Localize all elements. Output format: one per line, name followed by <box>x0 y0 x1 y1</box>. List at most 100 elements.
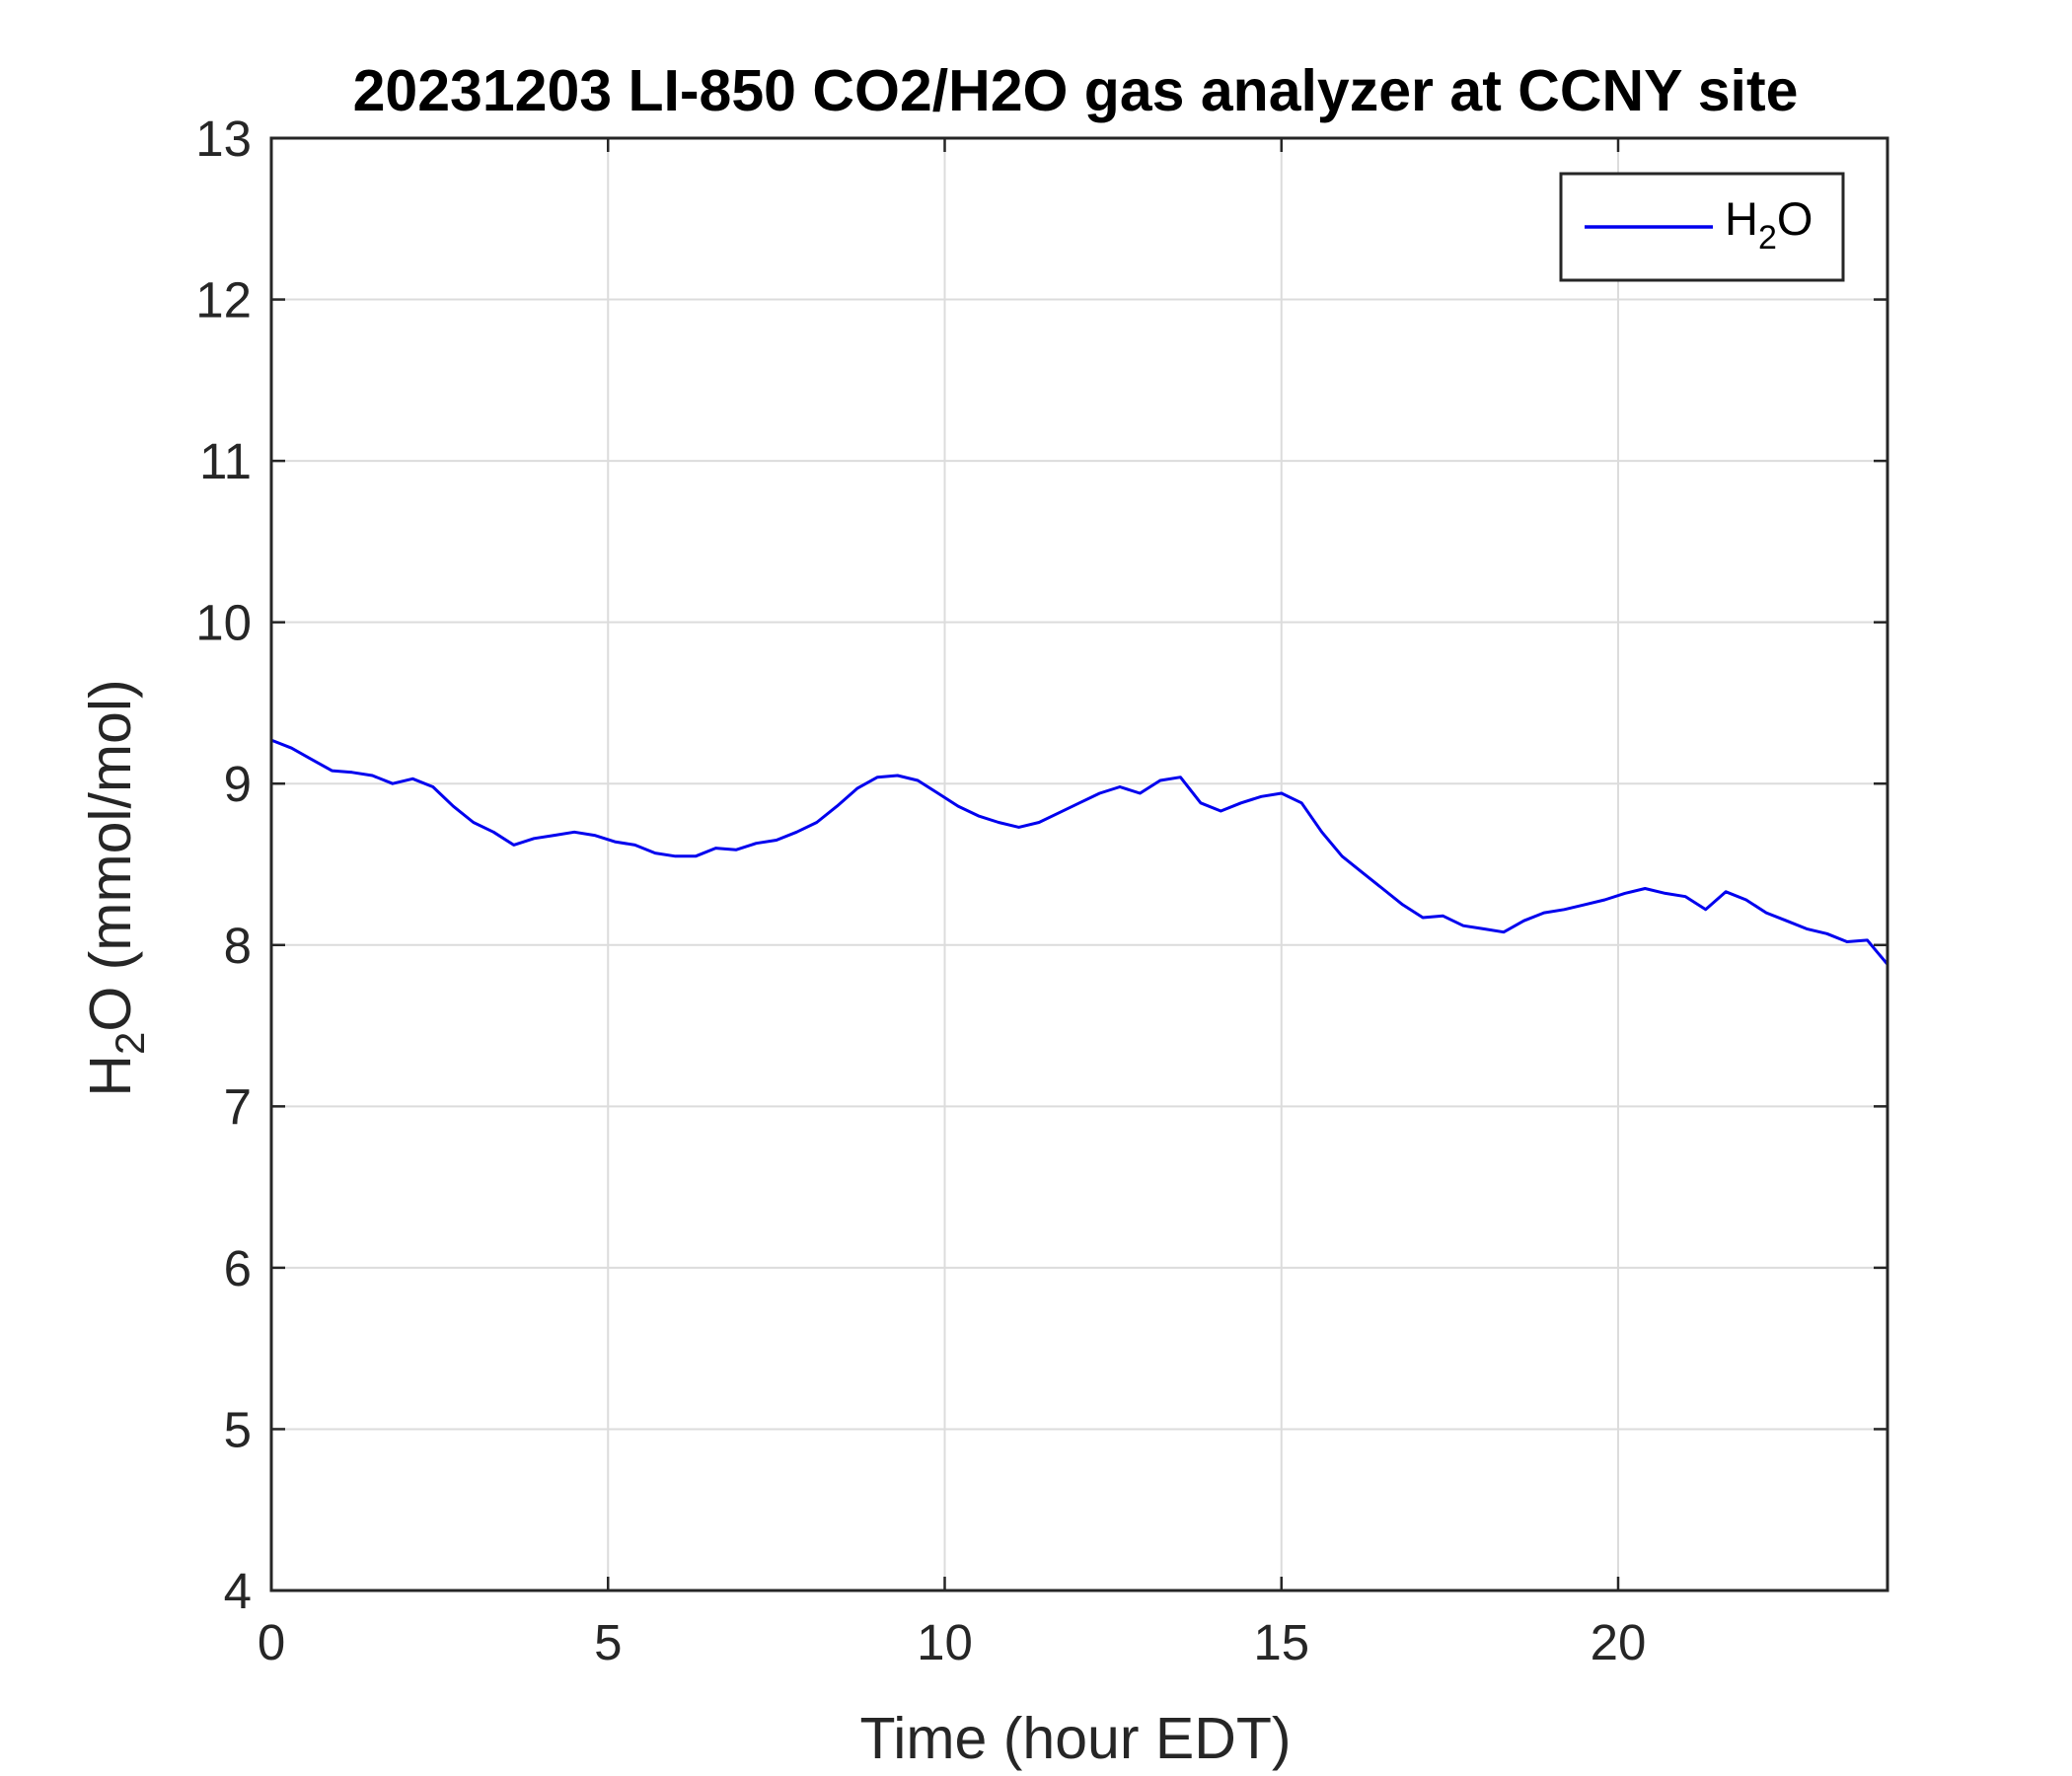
data-point-h2o <box>553 834 555 837</box>
data-point-h2o <box>512 844 515 847</box>
data-point-h2o <box>1461 925 1465 927</box>
data-point-h2o <box>1704 908 1707 911</box>
y-tick-label: 9 <box>224 756 252 812</box>
plot-frame <box>269 136 1889 1592</box>
data-point-h2o <box>431 785 434 788</box>
data-point-h2o <box>1179 776 1182 778</box>
data-point-h2o <box>1239 801 1243 804</box>
data-point-h2o <box>1260 795 1263 798</box>
data-point-h2o <box>1684 895 1687 898</box>
data-point-h2o <box>1866 938 1869 942</box>
data-point-h2o <box>876 776 879 778</box>
data-point-h2o <box>855 786 858 790</box>
data-point-h2o <box>1522 920 1525 923</box>
x-tick-label: 15 <box>1253 1614 1309 1670</box>
x-tick-label: 5 <box>594 1614 622 1670</box>
data-point-h2o <box>734 849 738 851</box>
data-point-h2o <box>1563 908 1566 911</box>
data-point-h2o <box>593 834 596 837</box>
data-point-h2o <box>956 804 960 808</box>
data-point-h2o <box>1220 809 1222 813</box>
data-point-h2o <box>310 758 314 761</box>
data-point-h2o <box>1380 887 1384 890</box>
data-point-h2o <box>1401 903 1404 907</box>
x-tick-label: 0 <box>258 1614 285 1670</box>
legend: H2O <box>1559 172 1845 282</box>
data-point-h2o <box>896 774 899 777</box>
data-point-h2o <box>674 854 677 857</box>
data-point-h2o <box>1421 916 1425 920</box>
data-point-h2o <box>1664 892 1667 895</box>
series-layer <box>269 738 1889 966</box>
data-point-h2o <box>836 804 839 808</box>
y-axis-label-sub: 2 <box>107 1032 153 1055</box>
data-point-h2o <box>694 854 698 857</box>
data-point-h2o <box>997 821 1000 824</box>
data-point-h2o <box>452 804 455 808</box>
data-point-h2o <box>1280 791 1284 795</box>
data-point-h2o <box>391 782 395 785</box>
data-point-h2o <box>1118 785 1122 788</box>
data-point-h2o <box>1361 871 1364 874</box>
data-point-h2o <box>613 840 617 844</box>
data-point-h2o <box>572 831 576 834</box>
y-tick-label: 7 <box>224 1078 252 1135</box>
y-tick-label: 4 <box>224 1563 252 1619</box>
data-point-h2o <box>533 837 536 840</box>
legend-label: H2O <box>1725 192 1813 257</box>
y-axis-label-base: H <box>78 1055 143 1097</box>
data-point-h2o <box>775 839 778 842</box>
data-point-h2o <box>815 821 818 824</box>
y-tick-label: 6 <box>224 1240 252 1296</box>
data-point-h2o <box>1341 854 1344 857</box>
y-tick-label: 11 <box>199 433 252 489</box>
data-point-h2o <box>977 814 980 818</box>
x-axis-label: Time (hour EDT) <box>859 1706 1291 1771</box>
data-point-h2o <box>1502 930 1506 933</box>
data-point-h2o <box>1623 892 1627 895</box>
y-axis-label-rest: O (mmol/mol) <box>78 679 143 1031</box>
data-point-h2o <box>1845 940 1849 943</box>
data-point-h2o <box>1442 915 1444 918</box>
data-point-h2o <box>1058 811 1061 814</box>
data-point-h2o <box>653 851 657 854</box>
data-point-h2o <box>755 842 758 845</box>
legend-label-sub: 2 <box>1758 219 1777 257</box>
data-point-h2o <box>936 791 939 795</box>
data-point-h2o <box>1583 903 1587 907</box>
data-point-h2o <box>795 831 798 834</box>
data-point-h2o <box>1199 801 1203 804</box>
data-point-h2o <box>917 778 920 782</box>
x-tick-label: 20 <box>1591 1614 1647 1670</box>
data-point-h2o <box>633 844 636 847</box>
y-tick-label: 13 <box>195 111 252 167</box>
data-point-h2o <box>1098 791 1101 795</box>
data-point-h2o <box>290 747 293 750</box>
y-tick-label: 8 <box>224 918 252 974</box>
chart-title: 20231203 LI-850 CO2/H2O gas analyzer at … <box>353 58 1799 123</box>
data-point-h2o <box>1764 911 1768 915</box>
data-point-h2o <box>1320 831 1323 834</box>
legend-label-base: H <box>1725 192 1758 245</box>
data-point-h2o <box>1017 826 1020 829</box>
data-point-h2o <box>714 847 717 850</box>
data-point-h2o <box>1603 898 1606 902</box>
data-point-h2o <box>411 777 414 780</box>
data-point-h2o <box>371 774 374 777</box>
data-point-h2o <box>1725 890 1728 893</box>
data-point-h2o <box>1805 927 1809 930</box>
data-point-h2o <box>350 771 354 774</box>
data-point-h2o <box>1139 791 1142 795</box>
y-tick-label: 5 <box>224 1401 252 1457</box>
y-tick-label: 12 <box>195 272 252 329</box>
axis-ticks: 0 5 10 15 20 4 5 6 7 8 9 10 11 12 13 <box>195 111 1887 1670</box>
data-point-h2o <box>1644 887 1647 890</box>
y-tick-label: 10 <box>195 595 252 651</box>
data-point-h2o <box>492 831 495 834</box>
data-point-h2o <box>1158 778 1162 782</box>
data-point-h2o <box>1744 898 1747 902</box>
data-point-h2o <box>1825 932 1828 935</box>
data-point-h2o <box>1077 801 1081 804</box>
data-point-h2o <box>1037 821 1041 824</box>
